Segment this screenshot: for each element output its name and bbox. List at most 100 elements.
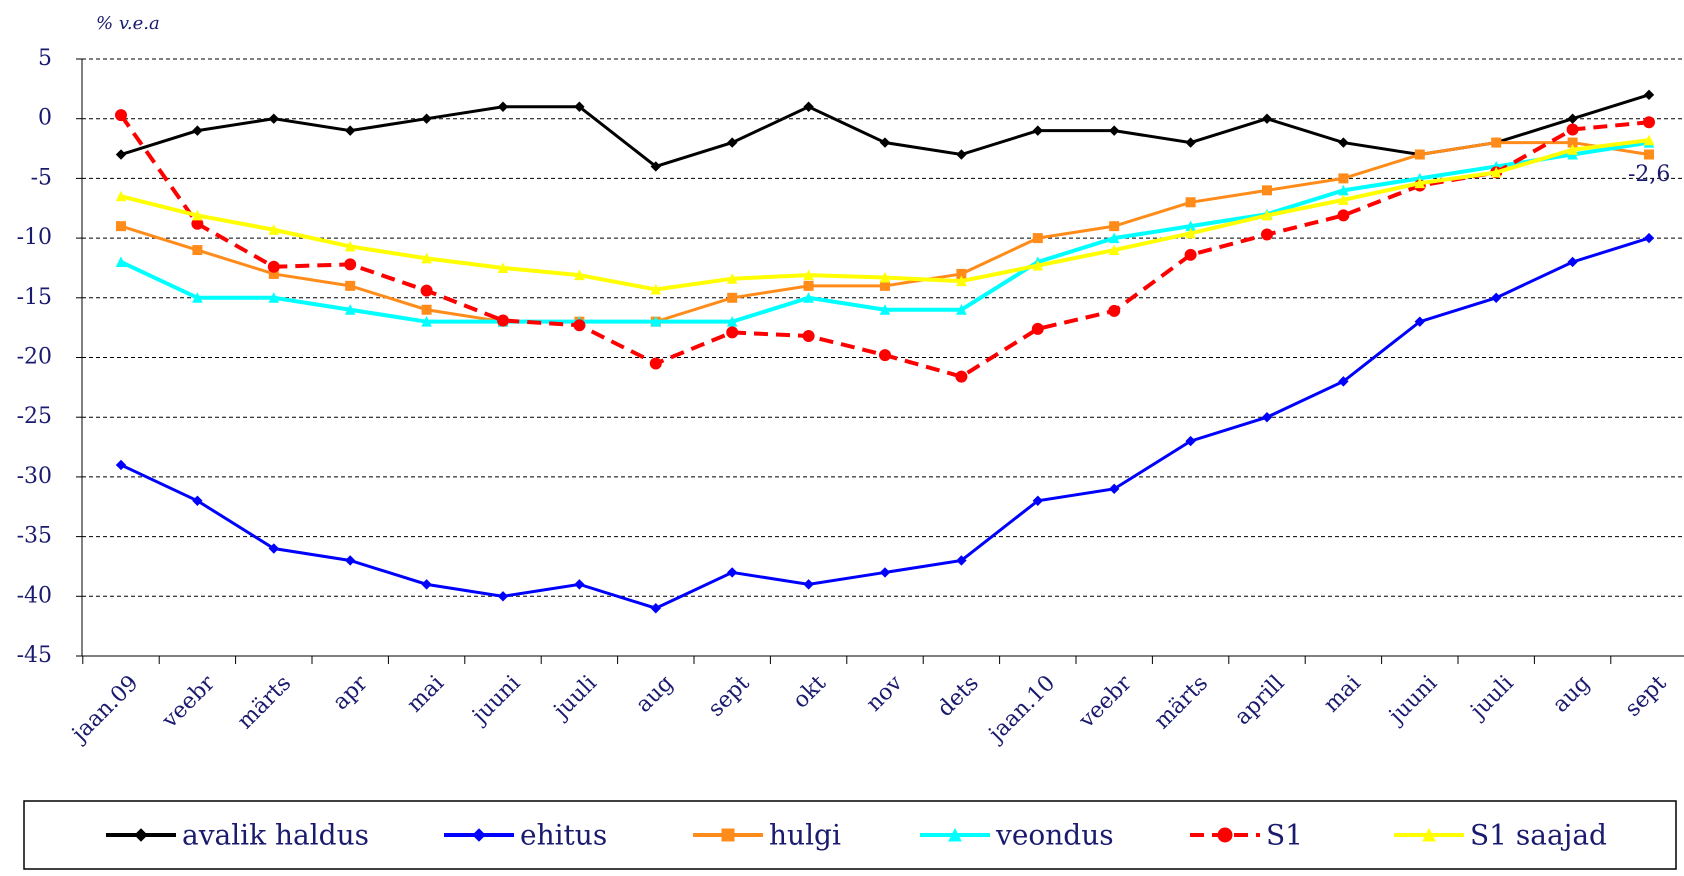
series [115, 109, 1655, 383]
marker [956, 555, 967, 566]
marker [192, 209, 203, 221]
x-tick-label: dets [933, 671, 984, 722]
x-tick-label: juuni [466, 671, 526, 731]
marker [573, 319, 586, 332]
marker [267, 260, 280, 273]
x-tick-label: juuli [547, 671, 602, 726]
marker [1184, 248, 1197, 261]
series-line [120, 141, 1650, 324]
marker [1032, 259, 1044, 271]
marker [344, 304, 356, 315]
marker [115, 109, 127, 122]
marker [497, 101, 509, 112]
marker [268, 543, 280, 554]
y-axis-label: % v.e.a [96, 13, 160, 34]
marker [421, 304, 432, 315]
legend-label: veondus [995, 819, 1114, 852]
marker [1032, 125, 1044, 136]
marker [1261, 411, 1273, 423]
marker [1217, 827, 1233, 843]
series-line [120, 140, 1650, 324]
marker [268, 224, 280, 235]
marker [1338, 376, 1349, 387]
marker [574, 579, 585, 590]
y-tick-label: -35 [17, 524, 52, 549]
marker [1338, 194, 1349, 205]
marker [420, 284, 433, 297]
marker [345, 280, 356, 291]
marker [115, 459, 127, 471]
y-tick-label: -15 [17, 285, 52, 310]
legend-label: hulgi [769, 819, 841, 852]
x-tick-label: apr [328, 670, 373, 715]
legend-item: hulgi [693, 819, 841, 852]
legend-label: S1 saajad [1470, 819, 1607, 852]
marker [650, 603, 662, 614]
x-tick-label: juuli [1464, 671, 1519, 726]
marker [268, 113, 280, 124]
marker [344, 240, 356, 252]
legend-label: S1 [1266, 819, 1303, 852]
marker [1032, 495, 1044, 506]
x-tick-label: aprill [1230, 671, 1289, 730]
marker [1643, 89, 1655, 101]
marker [879, 349, 891, 362]
marker [1567, 256, 1578, 268]
x-tick-label: jaan.09 [66, 671, 144, 749]
marker [1338, 173, 1349, 184]
marker [1414, 149, 1425, 160]
series [115, 232, 1655, 614]
legend-item: ehitus [444, 819, 607, 852]
marker [192, 125, 203, 136]
marker [956, 149, 967, 160]
marker [1491, 137, 1502, 148]
marker [1490, 292, 1502, 304]
marker [192, 245, 203, 256]
marker [421, 113, 432, 124]
series-line [120, 236, 1650, 610]
y-tick-label: -5 [31, 165, 52, 190]
marker [650, 161, 662, 172]
marker [1337, 209, 1350, 222]
legend-item: veondus [920, 819, 1114, 852]
legend-item: S1 saajad [1394, 819, 1607, 852]
marker [1261, 209, 1273, 221]
annotation: -2,6 [1628, 162, 1670, 187]
marker [1643, 232, 1655, 244]
marker [1108, 483, 1120, 495]
x-tick-label: märts [233, 671, 296, 734]
marker [1031, 322, 1044, 335]
legend-label: ehitus [520, 819, 607, 852]
marker [880, 280, 890, 291]
marker [472, 828, 486, 842]
marker [727, 292, 738, 303]
legend-item: avalik haldus [106, 819, 369, 852]
marker [649, 357, 662, 370]
marker [115, 256, 127, 267]
legend-item: S1 [1190, 819, 1303, 852]
marker [192, 292, 203, 303]
marker [650, 316, 662, 327]
marker [803, 292, 814, 303]
y-tick-label: -45 [17, 643, 52, 668]
marker [803, 269, 814, 281]
marker [726, 326, 739, 339]
marker [1032, 233, 1043, 244]
marker [1566, 123, 1579, 136]
x-tick-label: jaan.10 [982, 671, 1060, 749]
x-tick-label: aug [1548, 671, 1595, 718]
marker [1185, 227, 1196, 239]
x-tick-label: sept [704, 671, 755, 722]
marker [1108, 304, 1121, 317]
y-tick-label: -10 [17, 225, 52, 250]
x-tick-label: mai [1319, 671, 1366, 718]
series [115, 89, 1655, 172]
marker [421, 316, 432, 327]
marker [344, 555, 356, 566]
x-tick-label: sept [1620, 671, 1671, 722]
x-tick-label: juuni [1383, 671, 1443, 731]
marker [497, 314, 509, 327]
x-tick-label: aug [631, 671, 678, 718]
